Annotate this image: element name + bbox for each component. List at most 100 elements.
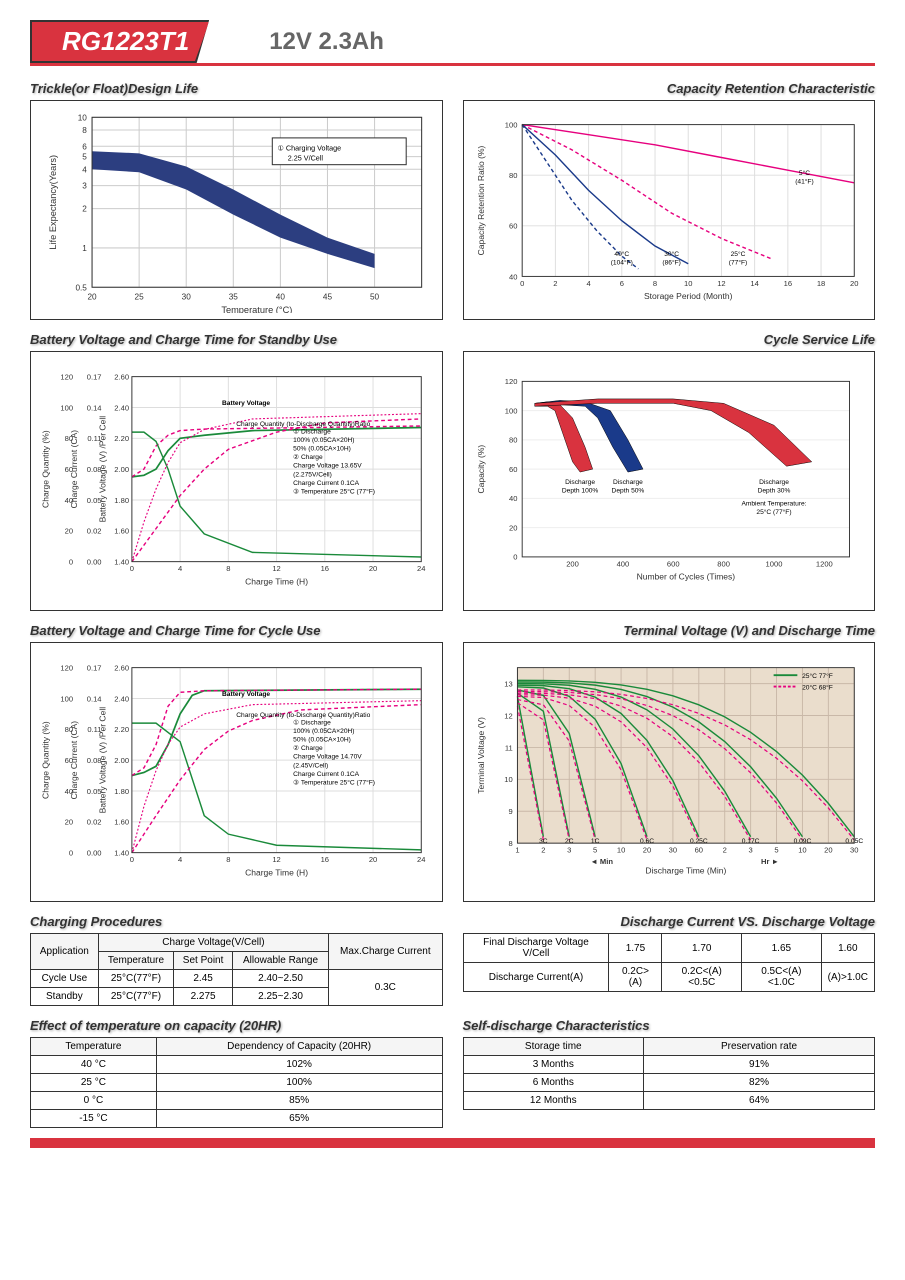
- svg-text:8: 8: [226, 855, 230, 864]
- svg-text:8: 8: [508, 839, 512, 848]
- svg-text:20: 20: [369, 855, 377, 864]
- svg-text:0.25C: 0.25C: [689, 838, 707, 845]
- svg-text:1: 1: [515, 846, 519, 855]
- svg-text:2: 2: [82, 205, 87, 214]
- svg-text:100% (0.05CA×20H): 100% (0.05CA×20H): [293, 437, 354, 444]
- svg-text:Battery Voltage: Battery Voltage: [222, 691, 270, 698]
- svg-text:② Charge: ② Charge: [293, 744, 323, 752]
- svg-text:50: 50: [370, 293, 380, 302]
- svg-text:16: 16: [783, 279, 791, 288]
- svg-text:20: 20: [87, 293, 97, 302]
- terminal-chart: 12351020306023510203089101112133C2C1C0.6…: [463, 642, 876, 902]
- svg-text:Charge Voltage 13.65V: Charge Voltage 13.65V: [293, 463, 362, 470]
- svg-text:2.40: 2.40: [114, 403, 129, 412]
- svg-text:2.00: 2.00: [114, 465, 129, 474]
- svg-text:2: 2: [553, 279, 557, 288]
- svg-text:800: 800: [717, 559, 730, 568]
- svg-text:16: 16: [321, 564, 329, 573]
- svg-text:30: 30: [850, 846, 858, 855]
- svg-text:Ambient Temperature:: Ambient Temperature:: [741, 501, 806, 508]
- svg-text:20: 20: [824, 846, 832, 855]
- svg-text:Charge Voltage 14.70V: Charge Voltage 14.70V: [293, 754, 362, 761]
- svg-text:120: 120: [60, 372, 73, 381]
- svg-text:8: 8: [226, 564, 230, 573]
- svg-text:6: 6: [82, 142, 87, 151]
- svg-text:1.40: 1.40: [114, 848, 129, 857]
- svg-text:5: 5: [82, 153, 87, 162]
- svg-text:Discharge Time (Min): Discharge Time (Min): [645, 866, 726, 876]
- svg-text:Capacity Retention Ratio (%): Capacity Retention Ratio (%): [476, 145, 486, 255]
- svg-text:600: 600: [666, 559, 679, 568]
- svg-text:1200: 1200: [815, 559, 832, 568]
- svg-text:2: 2: [541, 846, 545, 855]
- svg-text:(2.275V/Cell): (2.275V/Cell): [293, 471, 332, 478]
- svg-text:Charge Current 0.1CA: Charge Current 0.1CA: [293, 480, 359, 487]
- terminal-title: Terminal Voltage (V) and Discharge Time: [463, 623, 876, 638]
- standby-title: Battery Voltage and Charge Time for Stan…: [30, 332, 443, 347]
- svg-text:0.02: 0.02: [87, 818, 102, 827]
- svg-text:(104°F): (104°F): [610, 259, 632, 267]
- svg-text:100: 100: [60, 403, 73, 412]
- footer-bar: [30, 1138, 875, 1148]
- svg-text:35: 35: [229, 293, 239, 302]
- svg-text:Charge Quantity (to-Discharge: Charge Quantity (to-Discharge Quantity)R…: [236, 712, 370, 719]
- svg-text:20: 20: [65, 527, 73, 536]
- svg-text:0.6C: 0.6C: [639, 838, 653, 845]
- svg-text:Capacity (%): Capacity (%): [476, 445, 486, 494]
- svg-text:1: 1: [82, 244, 87, 253]
- svg-text:① Discharge: ① Discharge: [293, 719, 331, 727]
- svg-text:2.60: 2.60: [114, 372, 129, 381]
- spec-text: 12V 2.3Ah: [269, 28, 384, 56]
- svg-text:Hr ►: Hr ►: [761, 857, 779, 866]
- svg-text:12: 12: [504, 711, 512, 720]
- temp-effect-title: Effect of temperature on capacity (20HR): [30, 1018, 443, 1033]
- svg-text:1C: 1C: [590, 838, 599, 845]
- svg-text:2: 2: [722, 846, 726, 855]
- svg-text:0.17: 0.17: [87, 663, 102, 672]
- svg-text:0: 0: [130, 564, 134, 573]
- svg-text:Charge Quantity (to-Discharge: Charge Quantity (to-Discharge Quantity)R…: [236, 421, 370, 428]
- svg-text:2C: 2C: [565, 838, 574, 845]
- svg-text:18: 18: [816, 279, 824, 288]
- svg-text:Depth 100%: Depth 100%: [561, 487, 598, 494]
- svg-text:2.40: 2.40: [114, 694, 129, 703]
- svg-text:10: 10: [798, 846, 806, 855]
- svg-text:0.00: 0.00: [87, 848, 102, 857]
- cycle-life-title: Cycle Service Life: [463, 332, 876, 347]
- svg-text:50% (0.05CA×10H): 50% (0.05CA×10H): [293, 737, 351, 744]
- svg-text:2.20: 2.20: [114, 725, 129, 734]
- self-discharge-title: Self-discharge Characteristics: [463, 1018, 876, 1033]
- svg-text:1.80: 1.80: [114, 787, 129, 796]
- svg-text:0: 0: [513, 553, 517, 562]
- svg-text:400: 400: [616, 559, 629, 568]
- svg-text:Charge Time (H): Charge Time (H): [245, 867, 308, 877]
- svg-text:0.17C: 0.17C: [741, 838, 759, 845]
- svg-text:2.60: 2.60: [114, 663, 129, 672]
- svg-text:8: 8: [652, 279, 656, 288]
- svg-text:Charge Quantity (%): Charge Quantity (%): [40, 430, 50, 508]
- svg-text:③ Temperature 25°C (77°F): ③ Temperature 25°C (77°F): [293, 778, 375, 786]
- svg-text:100: 100: [504, 120, 517, 129]
- capacity-chart: 0246810121416182040608010040°C(104°F)30°…: [463, 100, 876, 320]
- svg-text:45: 45: [323, 293, 333, 302]
- svg-text:10: 10: [504, 775, 512, 784]
- svg-text:5: 5: [593, 846, 597, 855]
- discharge-vs-table: Final Discharge Voltage V/Cell1.751.701.…: [463, 933, 876, 992]
- svg-text:Storage Period (Month): Storage Period (Month): [643, 291, 732, 301]
- svg-text:20°C 68°F: 20°C 68°F: [802, 683, 833, 691]
- svg-text:Number of Cycles (Times): Number of Cycles (Times): [636, 572, 735, 582]
- svg-text:Charge Time (H): Charge Time (H): [245, 576, 308, 586]
- svg-text:Charge Current 0.1CA: Charge Current 0.1CA: [293, 771, 359, 778]
- svg-text:3: 3: [567, 846, 571, 855]
- trickle-chart: 202530354045500.5123456810Temperature (°…: [30, 100, 443, 320]
- capacity-title: Capacity Retention Characteristic: [463, 81, 876, 96]
- svg-text:2.20: 2.20: [114, 434, 129, 443]
- svg-text:0: 0: [520, 279, 524, 288]
- svg-text:3: 3: [82, 182, 87, 191]
- svg-text:4: 4: [178, 855, 182, 864]
- svg-text:25°C (77°F): 25°C (77°F): [756, 508, 791, 516]
- svg-text:0: 0: [130, 855, 134, 864]
- svg-text:1.60: 1.60: [114, 818, 129, 827]
- svg-text:3: 3: [748, 846, 752, 855]
- cycle-life-chart: 20040060080010001200020406080100120Disch…: [463, 351, 876, 611]
